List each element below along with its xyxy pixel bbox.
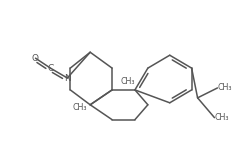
Text: CH₃: CH₃ (120, 77, 134, 87)
Text: C: C (47, 64, 54, 73)
Text: CH₃: CH₃ (217, 83, 232, 92)
Text: O: O (32, 54, 39, 63)
Text: CH₃: CH₃ (215, 113, 229, 122)
Text: N: N (64, 73, 71, 83)
Text: CH₃: CH₃ (72, 103, 87, 112)
